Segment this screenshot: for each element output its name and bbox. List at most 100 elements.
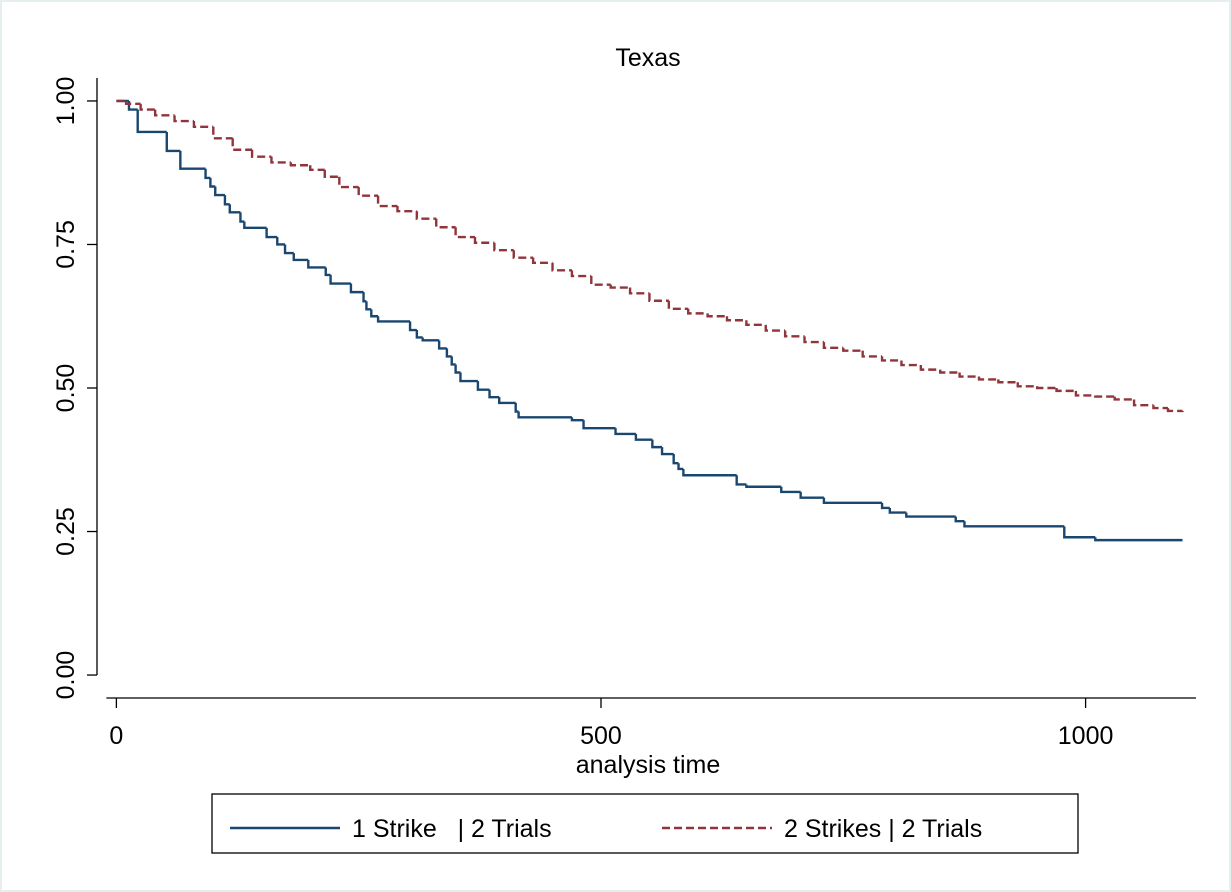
step-segment (660, 447, 674, 456)
step-segment (1055, 388, 1076, 393)
step-segment (124, 100, 141, 106)
step-segment (958, 372, 979, 378)
step-segment (628, 287, 650, 295)
step-segment (276, 237, 286, 246)
step-segment (919, 365, 941, 371)
step-segment (450, 356, 456, 366)
step-segment (365, 301, 372, 311)
step-segment (667, 300, 689, 310)
legend (211, 793, 1079, 854)
step-segment (651, 439, 663, 449)
step-segment (283, 244, 294, 255)
step-segment (231, 138, 253, 151)
step-segment (822, 342, 844, 350)
step-segment (408, 321, 417, 332)
step-segment (514, 402, 519, 413)
step-segment (349, 283, 364, 294)
step-segment (376, 195, 398, 208)
step-segment (454, 364, 461, 374)
step-segment (963, 521, 1065, 528)
step-segment (997, 379, 1018, 384)
step-segment (214, 186, 225, 197)
x-axis-label: analysis time (576, 751, 721, 779)
x-tick-label: 500 (580, 722, 622, 750)
step-segment (493, 242, 514, 252)
step-segment (735, 475, 747, 486)
step-segment (745, 484, 782, 488)
step-segment (223, 195, 230, 206)
step-segment (687, 308, 708, 315)
step-segment (614, 428, 636, 436)
step-segment (329, 274, 351, 285)
step-segment (512, 250, 534, 259)
chart-title: Texas (615, 44, 680, 72)
step-segment (289, 162, 311, 167)
x-tick-label: 1000 (1058, 722, 1114, 750)
step-segment (725, 316, 747, 322)
step-segment (900, 360, 921, 367)
step-segment (498, 397, 516, 405)
step-segment (179, 150, 206, 170)
step-segment (861, 350, 883, 358)
step-segment (239, 212, 245, 223)
x-tick-label: 0 (109, 722, 123, 750)
step-segment (153, 109, 175, 117)
step-segment (324, 267, 331, 277)
step-segment (842, 347, 863, 352)
y-tick-label: 0.00 (52, 651, 80, 700)
step-segment (228, 204, 241, 214)
step-segment (648, 293, 669, 302)
step-segment (570, 417, 584, 422)
step-segment (136, 109, 167, 134)
step-segment (682, 468, 737, 477)
step-segment (1094, 537, 1183, 542)
step-segment (780, 486, 801, 494)
step-segment (1074, 390, 1096, 397)
step-segment (1063, 526, 1096, 539)
step-segment (531, 257, 553, 265)
step-segment (677, 463, 684, 471)
legend-label: 2 Strikes | 2 Trials (784, 815, 982, 843)
step-segment (570, 270, 592, 278)
step-segment (435, 218, 456, 229)
step-segment (454, 227, 475, 239)
step-segment (1035, 386, 1057, 390)
step-segment (376, 316, 411, 323)
step-segment (445, 348, 452, 358)
step-segment (415, 211, 437, 220)
step-segment (212, 126, 233, 140)
step-segment (888, 507, 907, 514)
step-segment (745, 320, 766, 327)
step-segment (977, 376, 999, 381)
step-segment (270, 156, 291, 164)
y-tick-label: 1.00 (52, 77, 80, 126)
step-segment (192, 121, 214, 128)
step-segment (338, 176, 359, 189)
step-segment (799, 491, 824, 499)
step-segment (634, 433, 653, 441)
step-segment (803, 336, 824, 344)
step-segment (165, 131, 181, 153)
step-segment (370, 309, 379, 318)
step-segment (590, 276, 611, 286)
step-segment (204, 168, 211, 180)
step-segment (905, 512, 956, 518)
step-segment (1152, 405, 1168, 410)
step-segment (437, 340, 447, 350)
step-segment (415, 330, 423, 339)
step-segment (551, 262, 572, 272)
step-segment (954, 516, 965, 523)
step-segment (609, 284, 631, 289)
step-segment (265, 227, 278, 239)
step-segment (880, 356, 902, 362)
step-segment (1113, 396, 1135, 401)
step-segment (706, 313, 727, 318)
legend-label: 1 Strike | 2 Trials (352, 815, 552, 843)
step-segment (783, 330, 805, 338)
y-tick-label: 0.75 (52, 220, 80, 269)
step-segment (357, 187, 379, 197)
step-segment (1016, 382, 1038, 388)
step-segment (307, 259, 326, 269)
